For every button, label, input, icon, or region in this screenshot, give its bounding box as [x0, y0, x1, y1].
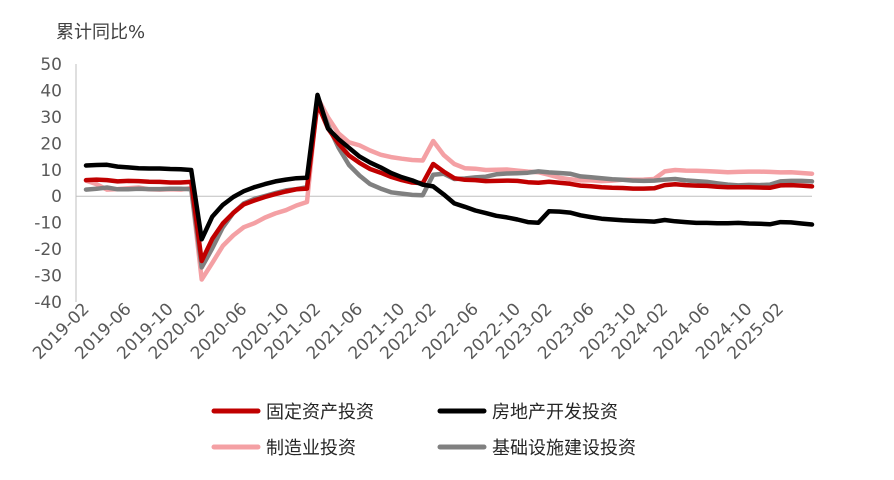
series-line-2	[83, 95, 815, 282]
y-tick-label: 10	[40, 161, 62, 181]
y-tick-label: -20	[34, 240, 62, 260]
legend-label: 基础设施建设投资	[492, 438, 636, 459]
legend-label: 房地产开发投资	[492, 402, 618, 423]
y-tick-label: 40	[40, 81, 62, 101]
legend-label: 固定资产投资	[266, 402, 374, 423]
y-tick-label: 30	[40, 108, 62, 128]
y-tick-label: 0	[51, 187, 62, 207]
y-tick-group: -40 -30 -20 -10 0 10 20 30 40 50	[34, 55, 62, 313]
series-group	[83, 92, 815, 282]
y-tick-label: 50	[40, 55, 62, 75]
y-tick-label: -40	[34, 293, 62, 313]
series-line-0	[83, 101, 815, 264]
series-line-1	[83, 92, 815, 242]
y-tick-label: -30	[34, 267, 62, 287]
legend-label: 制造业投资	[266, 438, 356, 459]
y-axis-label: 累计同比%	[56, 22, 145, 43]
y-tick-label: -10	[34, 214, 62, 234]
x-axis-group: 2019-022019-062019-102020-022020-062020-…	[29, 64, 812, 364]
y-tick-label: 20	[40, 134, 62, 154]
